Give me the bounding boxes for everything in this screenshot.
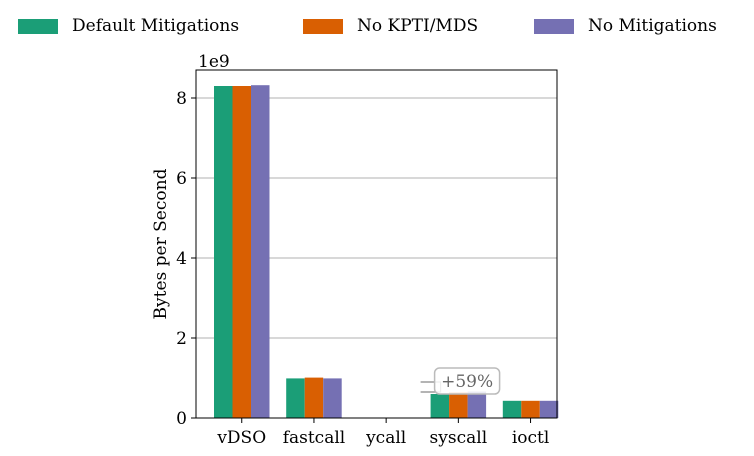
y-tick-label: 0 (176, 409, 187, 429)
y-tick-label: 8 (176, 89, 187, 109)
bar (539, 400, 559, 418)
legend-swatch-no-mitigations (534, 18, 574, 34)
x-tick-label: ioctl (512, 428, 549, 448)
bar (251, 85, 270, 418)
plot-frame (195, 69, 558, 419)
legend-item-default[interactable]: Default Mitigations (18, 12, 239, 40)
y-tick-label: 2 (176, 329, 187, 349)
x-tick-label: ycall (365, 428, 406, 448)
annotation-text: +59% (441, 372, 493, 392)
bar (449, 392, 468, 418)
x-tick-label: vDSO (216, 428, 266, 448)
y-tick-label: 6 (176, 169, 187, 189)
legend-item-no-mitigations[interactable]: No Mitigations (534, 12, 717, 40)
bar (323, 378, 342, 418)
y-scale-label: 1e9 (198, 52, 230, 72)
bar (232, 86, 251, 418)
bar (467, 391, 487, 418)
bar (214, 86, 233, 418)
bar (502, 400, 522, 418)
legend: Default Mitigations No KPTI/MDS No Mitig… (0, 12, 754, 40)
legend-item-no-kpti-mds[interactable]: No KPTI/MDS (303, 12, 478, 40)
legend-swatch-no-kpti-mds (303, 18, 343, 34)
y-tick-label: 4 (176, 249, 187, 269)
x-tick-label: syscall (430, 428, 488, 448)
bar (521, 400, 540, 418)
bar (286, 378, 305, 418)
annotation-box (433, 367, 501, 395)
legend-label-no-mitigations: No Mitigations (588, 16, 717, 36)
bar (430, 394, 450, 418)
legend-label-no-kpti-mds: No KPTI/MDS (357, 16, 479, 36)
legend-swatch-default (18, 18, 58, 34)
bar (304, 377, 324, 418)
x-tick-label: fastcall (283, 428, 346, 448)
y-axis-label: Bytes per Second (151, 168, 171, 319)
legend-label-default: Default Mitigations (72, 16, 240, 36)
